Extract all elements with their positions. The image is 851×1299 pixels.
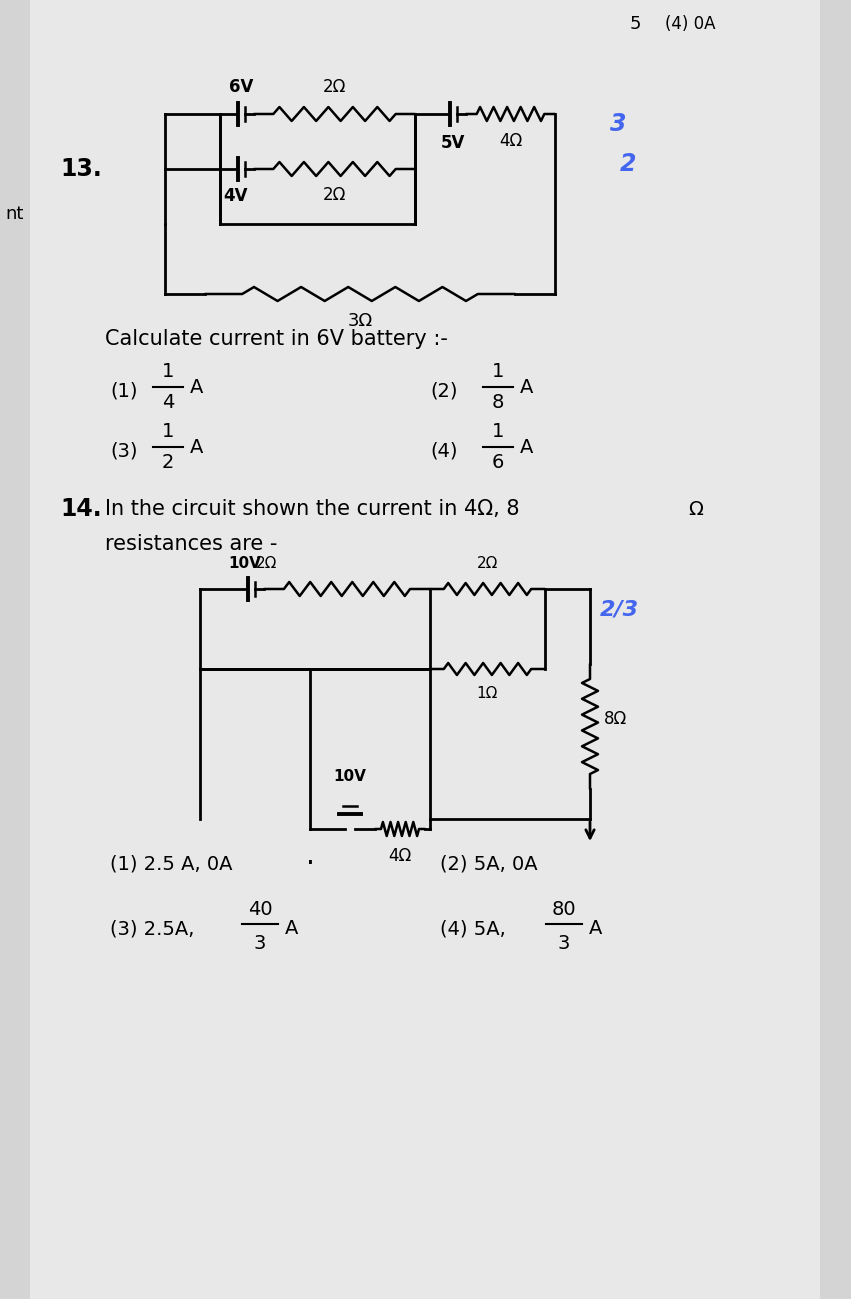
Text: 1: 1 bbox=[492, 362, 504, 381]
Text: 3Ω: 3Ω bbox=[347, 312, 373, 330]
Text: (3) 2.5A,: (3) 2.5A, bbox=[110, 920, 194, 938]
Text: 2Ω: 2Ω bbox=[323, 186, 346, 204]
FancyBboxPatch shape bbox=[30, 0, 820, 1299]
Text: (4): (4) bbox=[430, 442, 458, 461]
Text: A: A bbox=[190, 378, 203, 396]
Text: 40: 40 bbox=[248, 900, 272, 918]
Text: 2: 2 bbox=[162, 453, 174, 472]
Text: 3: 3 bbox=[254, 934, 266, 953]
Text: 5V: 5V bbox=[441, 134, 465, 152]
Text: (1) 2.5 A, 0A: (1) 2.5 A, 0A bbox=[110, 855, 232, 873]
Text: (2) 5A, 0A: (2) 5A, 0A bbox=[440, 855, 538, 873]
Text: 3: 3 bbox=[610, 112, 626, 136]
Text: ·: · bbox=[306, 850, 315, 878]
Text: Calculate current in 6V battery :-: Calculate current in 6V battery :- bbox=[105, 329, 448, 349]
Text: 2Ω: 2Ω bbox=[323, 78, 346, 96]
Text: 2: 2 bbox=[620, 152, 637, 175]
Text: 80: 80 bbox=[551, 900, 576, 918]
Text: 8Ω: 8Ω bbox=[604, 711, 627, 727]
Text: 1Ω: 1Ω bbox=[477, 686, 498, 701]
Text: nt: nt bbox=[5, 205, 23, 223]
Text: (4) 0A: (4) 0A bbox=[665, 16, 716, 32]
Text: (4) 5A,: (4) 5A, bbox=[440, 920, 505, 938]
Text: 4V: 4V bbox=[223, 187, 248, 205]
Text: 10V: 10V bbox=[229, 556, 261, 572]
Text: In the circuit shown the current in 4Ω, 8: In the circuit shown the current in 4Ω, … bbox=[105, 499, 519, 520]
Text: A: A bbox=[520, 378, 534, 396]
Text: A: A bbox=[589, 920, 603, 938]
Text: A: A bbox=[190, 438, 203, 456]
Text: A: A bbox=[285, 920, 299, 938]
Text: Ω: Ω bbox=[688, 500, 703, 518]
Text: 1: 1 bbox=[162, 422, 174, 440]
Text: 2Ω: 2Ω bbox=[477, 556, 498, 572]
Text: 6V: 6V bbox=[229, 78, 254, 96]
Text: 1: 1 bbox=[492, 422, 504, 440]
Text: 4Ω: 4Ω bbox=[388, 847, 412, 865]
Text: 4Ω: 4Ω bbox=[499, 132, 523, 149]
Text: 1: 1 bbox=[162, 362, 174, 381]
Text: A: A bbox=[520, 438, 534, 456]
Text: (2): (2) bbox=[430, 382, 458, 400]
Text: 8: 8 bbox=[492, 394, 504, 412]
Text: 10V: 10V bbox=[334, 769, 367, 785]
Text: (3): (3) bbox=[110, 442, 138, 461]
Text: 5: 5 bbox=[630, 16, 642, 32]
Text: 3: 3 bbox=[557, 934, 570, 953]
Text: 13.: 13. bbox=[60, 157, 102, 181]
Text: resistances are -: resistances are - bbox=[105, 534, 277, 553]
Text: 6: 6 bbox=[492, 453, 504, 472]
Text: (1): (1) bbox=[110, 382, 138, 400]
Text: 14.: 14. bbox=[60, 498, 101, 521]
Text: 4: 4 bbox=[162, 394, 174, 412]
Text: 2/3: 2/3 bbox=[600, 599, 639, 620]
Text: 2Ω: 2Ω bbox=[256, 556, 277, 572]
